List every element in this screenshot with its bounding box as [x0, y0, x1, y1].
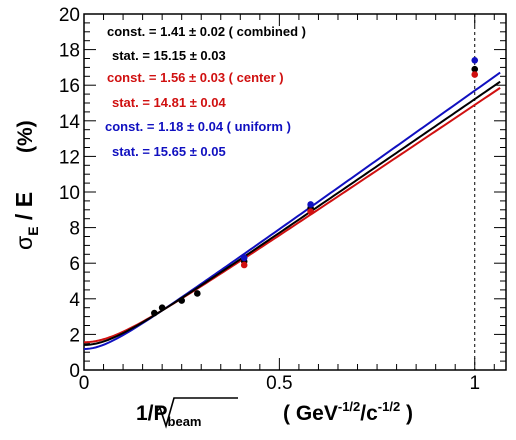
sqrt-symbol [155, 397, 238, 429]
y-axis-units: (%) [14, 120, 37, 153]
x-tick-label: 1 [469, 373, 480, 394]
x-axis-var-sub: beam [168, 414, 202, 429]
y-tick-label: 10 [59, 183, 80, 204]
data-point-combined [151, 309, 158, 317]
data-point-combined [178, 297, 185, 304]
data-point-combined [194, 290, 201, 297]
y-tick-label: 18 [59, 41, 80, 62]
annotation-3: stat. = 14.81 ± 0.04 [112, 95, 227, 110]
data-point-combined [471, 65, 479, 73]
annotation-4: const. = 1.18 ± 0.04 ( uniform ) [105, 119, 291, 134]
svg-text:( GeV-1/2/c-1/2 ): ( GeV-1/2/c-1/2 ) [283, 399, 413, 425]
x-axis-units-close: ) [400, 402, 413, 425]
data-point-combined [158, 304, 166, 312]
plot-frame [83, 13, 507, 371]
data-point-center [471, 71, 479, 78]
y-axis-sigma-sub: E [25, 226, 41, 235]
fit-curve-uniform [83, 71, 501, 350]
x-axis-units-open: ( GeV [283, 402, 338, 425]
fit-annotations: const. = 1.41 ± 0.02 ( combined ) stat. … [105, 24, 306, 159]
x-tick-label: 0 [79, 373, 90, 394]
annotation-2: const. = 1.56 ± 0.03 ( center ) [107, 70, 284, 85]
data-points [151, 56, 479, 317]
x-axis-title: 1/Pbeam ( GeV-1/2/c-1/2 ) [136, 397, 413, 429]
y-tick-label: 14 [59, 112, 81, 133]
annotation-1: stat. = 15.15 ± 0.03 [112, 48, 226, 63]
x-axis-units-mid: /c [360, 402, 378, 425]
data-point-uniform [307, 201, 314, 208]
svg-text:1/Pbeam: 1/Pbeam [136, 402, 202, 429]
y-tick-label: 20 [59, 5, 80, 26]
svg-text:σE / E: σE / E [11, 192, 41, 250]
data-point-uniform [240, 254, 248, 262]
y-tick-label: 12 [59, 147, 80, 168]
y-tick-label: 2 [69, 325, 80, 346]
x-axis-var: P [154, 402, 168, 425]
x-tick-label: 0.5 [266, 373, 292, 394]
y-tick-label: 8 [69, 219, 80, 240]
y-tick-label: 6 [69, 254, 80, 275]
x-axis-units-sup2: -1/2 [378, 399, 400, 414]
y-axis-title: σE / E (%) [11, 120, 41, 250]
annotation-0: const. = 1.41 ± 0.02 ( combined ) [107, 24, 306, 39]
annotation-5: stat. = 15.65 ± 0.05 [112, 144, 226, 159]
y-axis-rest: / E [11, 192, 37, 227]
axis-ticks: 0 2 4 6 8 10 12 14 16 18 20 0 0.5 1 [59, 5, 506, 394]
x-axis-units-sup1: -1/2 [338, 399, 360, 414]
y-axis-sigma: σ [11, 236, 37, 250]
y-tick-label: 16 [59, 76, 80, 97]
data-point-uniform [471, 56, 479, 64]
y-tick-label: 0 [69, 361, 80, 382]
data-point-center [240, 261, 248, 269]
data-point-center [307, 208, 314, 215]
y-tick-label: 4 [69, 290, 80, 311]
x-axis-main: 1/ [136, 402, 154, 425]
fit-curves [83, 71, 501, 350]
